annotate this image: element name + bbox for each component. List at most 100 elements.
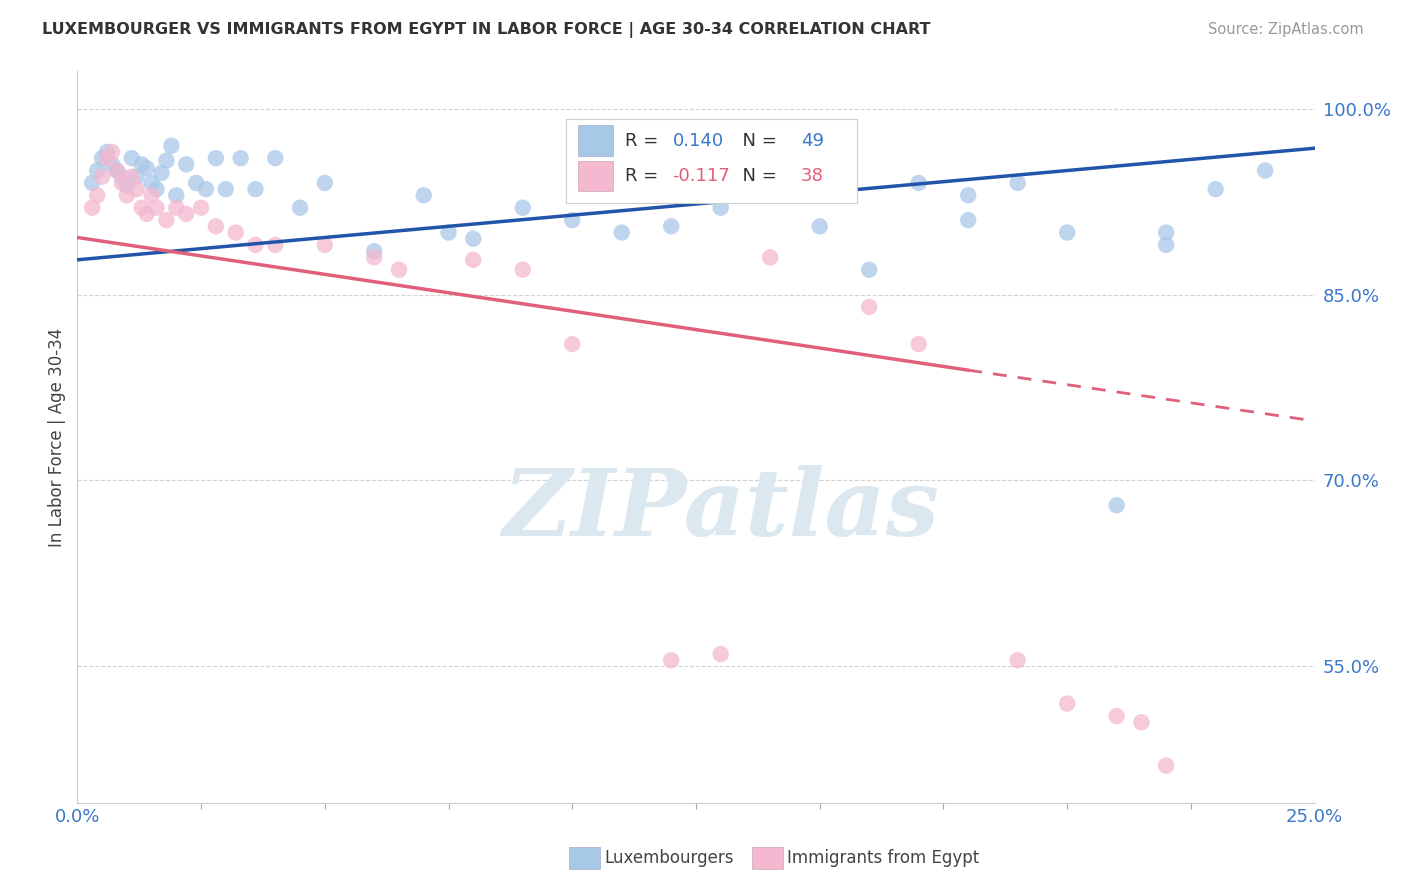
Point xyxy=(245,238,267,252)
Point xyxy=(808,219,831,234)
Point xyxy=(105,163,128,178)
Point xyxy=(759,250,782,264)
Point xyxy=(190,201,212,215)
Point xyxy=(155,153,177,168)
Text: Luxembourgers: Luxembourgers xyxy=(605,849,734,867)
Point xyxy=(957,188,980,202)
Point xyxy=(115,178,138,193)
Text: R =: R = xyxy=(626,132,665,150)
Point xyxy=(561,213,583,227)
Point xyxy=(141,176,163,190)
Point xyxy=(512,201,534,215)
Text: ZIPatlas: ZIPatlas xyxy=(502,466,939,555)
Point xyxy=(91,169,114,184)
Point xyxy=(125,182,148,196)
Point xyxy=(184,176,207,190)
Point xyxy=(96,145,118,159)
Point xyxy=(165,188,187,202)
Point xyxy=(1154,226,1177,240)
Text: N =: N = xyxy=(731,132,782,150)
Point xyxy=(101,145,124,159)
Text: N =: N = xyxy=(731,167,782,185)
Text: LUXEMBOURGER VS IMMIGRANTS FROM EGYPT IN LABOR FORCE | AGE 30-34 CORRELATION CHA: LUXEMBOURGER VS IMMIGRANTS FROM EGYPT IN… xyxy=(42,22,931,38)
Point xyxy=(314,176,336,190)
Point xyxy=(91,151,114,165)
Text: -0.117: -0.117 xyxy=(672,167,730,185)
Point xyxy=(412,188,434,202)
Point xyxy=(1056,226,1078,240)
FancyBboxPatch shape xyxy=(578,161,613,191)
Point xyxy=(195,182,218,196)
Text: 0.140: 0.140 xyxy=(672,132,724,150)
Point xyxy=(288,201,311,215)
Point xyxy=(82,201,104,215)
Point xyxy=(388,262,411,277)
Point xyxy=(101,157,124,171)
Point xyxy=(1105,709,1128,723)
Point xyxy=(1130,715,1153,730)
Point xyxy=(1205,182,1227,196)
Point xyxy=(858,262,880,277)
Point xyxy=(131,201,153,215)
Point xyxy=(245,182,267,196)
Point xyxy=(121,151,143,165)
Point xyxy=(363,244,385,259)
Point xyxy=(165,201,187,215)
Point xyxy=(561,337,583,351)
Point xyxy=(907,176,929,190)
Point xyxy=(710,201,733,215)
Point xyxy=(86,188,108,202)
Text: 38: 38 xyxy=(801,167,824,185)
Point xyxy=(111,169,134,184)
Point xyxy=(437,226,460,240)
FancyBboxPatch shape xyxy=(567,119,856,203)
Point xyxy=(205,151,228,165)
Point xyxy=(155,213,177,227)
Text: 49: 49 xyxy=(801,132,824,150)
Point xyxy=(710,647,733,661)
Point xyxy=(111,176,134,190)
Point xyxy=(105,163,128,178)
Point xyxy=(463,252,485,267)
FancyBboxPatch shape xyxy=(578,126,613,156)
Point xyxy=(82,176,104,190)
Point xyxy=(86,163,108,178)
Point xyxy=(225,226,247,240)
Point xyxy=(659,219,682,234)
Point xyxy=(115,188,138,202)
Point xyxy=(160,138,183,153)
Point xyxy=(1105,498,1128,512)
Point xyxy=(1056,697,1078,711)
Text: R =: R = xyxy=(626,167,665,185)
Point xyxy=(610,226,633,240)
Point xyxy=(135,207,157,221)
Text: Source: ZipAtlas.com: Source: ZipAtlas.com xyxy=(1208,22,1364,37)
Point xyxy=(150,166,173,180)
Point xyxy=(1007,653,1029,667)
Point xyxy=(1007,176,1029,190)
Point xyxy=(659,653,682,667)
Point xyxy=(96,151,118,165)
Point xyxy=(314,238,336,252)
Text: Immigrants from Egypt: Immigrants from Egypt xyxy=(787,849,980,867)
Point xyxy=(463,232,485,246)
Point xyxy=(145,201,167,215)
Point xyxy=(215,182,238,196)
Point xyxy=(145,182,167,196)
Point xyxy=(957,213,980,227)
Point xyxy=(1254,163,1277,178)
Point xyxy=(174,157,197,171)
Point xyxy=(512,262,534,277)
Point xyxy=(125,169,148,184)
Point xyxy=(229,151,252,165)
Point xyxy=(858,300,880,314)
Point xyxy=(264,238,287,252)
Point xyxy=(1154,758,1177,772)
Y-axis label: In Labor Force | Age 30-34: In Labor Force | Age 30-34 xyxy=(48,327,66,547)
Point xyxy=(121,169,143,184)
Point xyxy=(205,219,228,234)
Point xyxy=(135,161,157,175)
Point xyxy=(174,207,197,221)
Point xyxy=(907,337,929,351)
Point xyxy=(363,250,385,264)
